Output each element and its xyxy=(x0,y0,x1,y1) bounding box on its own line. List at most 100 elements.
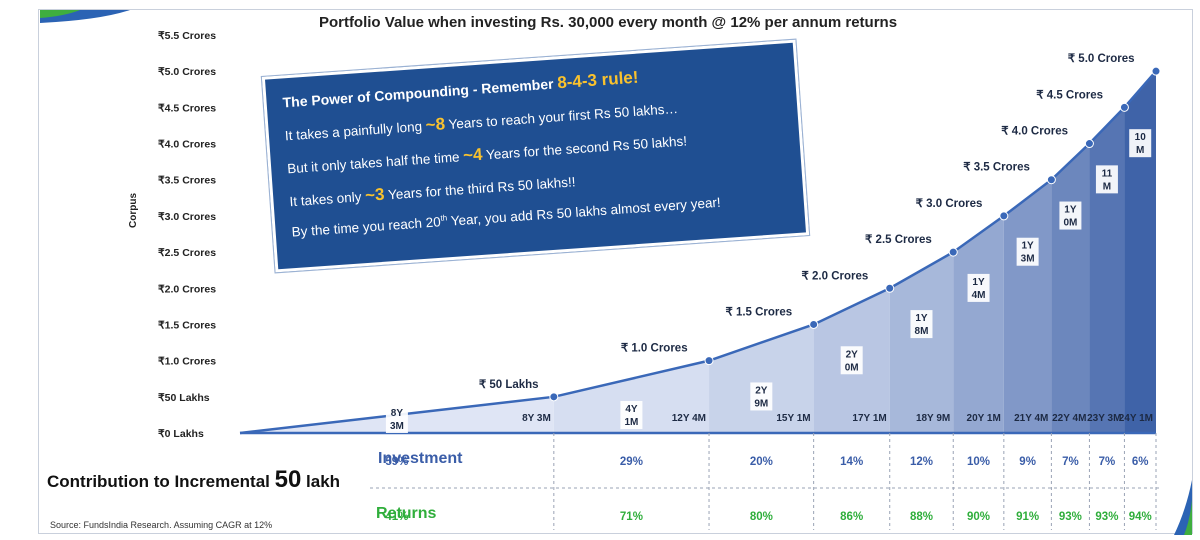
returns-pct: 80% xyxy=(750,511,773,523)
milestone-point xyxy=(1119,102,1129,112)
area-segment xyxy=(1003,179,1052,433)
y-tick-label: ₹1.5 Crores xyxy=(158,319,216,331)
callout-line-3-text: It takes only xyxy=(289,188,366,210)
callout-line-3-highlight: ~3 xyxy=(364,184,386,205)
area-segment xyxy=(1124,71,1156,433)
gap-label-bottom: 8M xyxy=(915,326,929,337)
callout-line-4-rest: Year, you add Rs 50 lakhs almost every y… xyxy=(446,194,722,229)
contribution-heading: Contribution to Incremental 50 lakh xyxy=(47,466,340,494)
investment-pct: 29% xyxy=(620,456,643,468)
milestone-point xyxy=(885,283,895,293)
returns-pct: 71% xyxy=(620,511,643,523)
y-tick-label: ₹4.0 Crores xyxy=(158,139,216,151)
time-label: 24Y 1M xyxy=(1119,413,1153,424)
corpus-label: ₹ 3.5 Crores xyxy=(963,162,1030,174)
milestone-point xyxy=(1084,139,1094,149)
gap-label-bg xyxy=(840,346,863,375)
gap-label-bg xyxy=(910,310,933,339)
returns-pct: 91% xyxy=(1016,511,1039,523)
gap-label-top: 2Y xyxy=(846,349,859,360)
contribution-unit: lakh xyxy=(301,472,341,491)
corpus-label-bg xyxy=(860,230,950,248)
returns-pct: 90% xyxy=(967,511,990,523)
gap-label-bg xyxy=(1129,129,1152,158)
gap-label-bottom: M xyxy=(1103,181,1111,192)
gap-label-bottom: M xyxy=(1136,145,1144,156)
corpus-label: ₹ 2.0 Crores xyxy=(802,270,869,282)
y-tick-label: ₹4.5 Crores xyxy=(158,102,216,114)
source-note: Source: FundsIndia Research. Assuming CA… xyxy=(50,520,273,530)
time-label: 21Y 4M xyxy=(1014,413,1048,424)
gap-label-bottom: 1M xyxy=(624,417,638,428)
brand-corner-mark xyxy=(40,10,130,24)
milestone-point xyxy=(948,247,958,257)
gap-label-bg xyxy=(1095,165,1118,194)
callout-line-1-rest: Years to reach your first Rs 50 lakhs… xyxy=(444,100,679,133)
area-segment xyxy=(953,215,1004,433)
y-axis-label: Corpus xyxy=(128,193,139,228)
corpus-label: ₹ 3.0 Crores xyxy=(916,198,983,210)
time-label: 23Y 3M xyxy=(1087,413,1121,424)
time-label: 17Y 1M xyxy=(852,413,886,424)
gap-label-bottom: 3M xyxy=(1021,254,1035,265)
y-tick-label: ₹2.5 Crores xyxy=(158,247,216,259)
frame-border xyxy=(38,9,1193,534)
gap-label-top: 2Y xyxy=(755,385,768,396)
callout-line-2-text: But it only takes half the time xyxy=(286,149,464,177)
time-label: 12Y 4M xyxy=(672,413,706,424)
gap-label-bottom: 4M xyxy=(972,290,986,301)
corpus-label-bg xyxy=(1062,49,1152,67)
area-segment xyxy=(889,252,954,433)
corpus-label: ₹ 2.5 Crores xyxy=(865,234,932,246)
investment-pct: 10% xyxy=(967,456,990,468)
returns-pct: 88% xyxy=(910,511,933,523)
investment-pct: 59% xyxy=(385,456,408,468)
investment-pct: 12% xyxy=(910,456,933,468)
callout-line-2-highlight: ~4 xyxy=(462,144,484,166)
callout-heading-text: The Power of Compounding - Remember xyxy=(282,75,558,111)
gap-label-bg xyxy=(750,382,773,411)
gap-label-bg xyxy=(1016,237,1039,266)
gap-label-top: 10 xyxy=(1135,132,1147,143)
gap-label-bg xyxy=(385,405,408,433)
y-tick-label: ₹5.0 Crores xyxy=(158,66,216,78)
brand-corner-mark-right xyxy=(1168,480,1192,535)
corpus-label-bg xyxy=(720,302,810,320)
time-label: 20Y 1M xyxy=(967,413,1001,424)
callout-line-4-text: By the time you reach 20 xyxy=(291,214,442,240)
corpus-label: ₹ 1.0 Crores xyxy=(621,343,688,355)
investment-row-label: Investment xyxy=(378,450,463,467)
area-segment xyxy=(1051,143,1090,433)
time-label: 22Y 4M xyxy=(1052,413,1086,424)
corpus-label-bg xyxy=(958,157,1048,175)
y-tick-label: ₹5.5 Crores xyxy=(158,30,216,42)
returns-pct: 94% xyxy=(1129,511,1152,523)
time-label: 18Y 9M xyxy=(916,413,950,424)
gap-label-top: 1Y xyxy=(915,313,928,324)
milestone-point xyxy=(704,356,714,366)
investment-pct: 20% xyxy=(750,456,773,468)
returns-row-label: Returns xyxy=(376,505,437,522)
corpus-label-bg xyxy=(796,266,886,284)
callout-line-1-text: It takes a painfully long xyxy=(284,118,427,144)
time-label: 8Y 3M xyxy=(522,413,551,424)
milestone-point xyxy=(549,392,559,402)
gap-label-top: 1Y xyxy=(1021,241,1034,252)
corpus-label: ₹ 50 Lakhs xyxy=(479,379,539,391)
corpus-label: ₹ 4.5 Crores xyxy=(1036,89,1103,101)
compounding-callout: The Power of Compounding - Remember 8-4-… xyxy=(261,39,810,273)
investment-pct: 6% xyxy=(1132,456,1149,468)
contribution-text: Contribution to Incremental xyxy=(47,472,275,491)
y-tick-label: ₹50 Lakhs xyxy=(158,392,210,404)
callout-heading-highlight: 8-4-3 rule! xyxy=(556,67,640,93)
gap-label-bottom: 0M xyxy=(845,362,859,373)
investment-pct: 7% xyxy=(1062,456,1079,468)
milestone-point xyxy=(809,319,819,329)
investment-pct: 9% xyxy=(1019,456,1036,468)
chart-title: Portfolio Value when investing Rs. 30,00… xyxy=(318,14,898,31)
gap-label-bottom: 0M xyxy=(1063,218,1077,229)
investment-pct: 7% xyxy=(1099,456,1116,468)
returns-pct: 41% xyxy=(385,511,408,523)
gap-label-bottom: 3M xyxy=(390,421,404,432)
